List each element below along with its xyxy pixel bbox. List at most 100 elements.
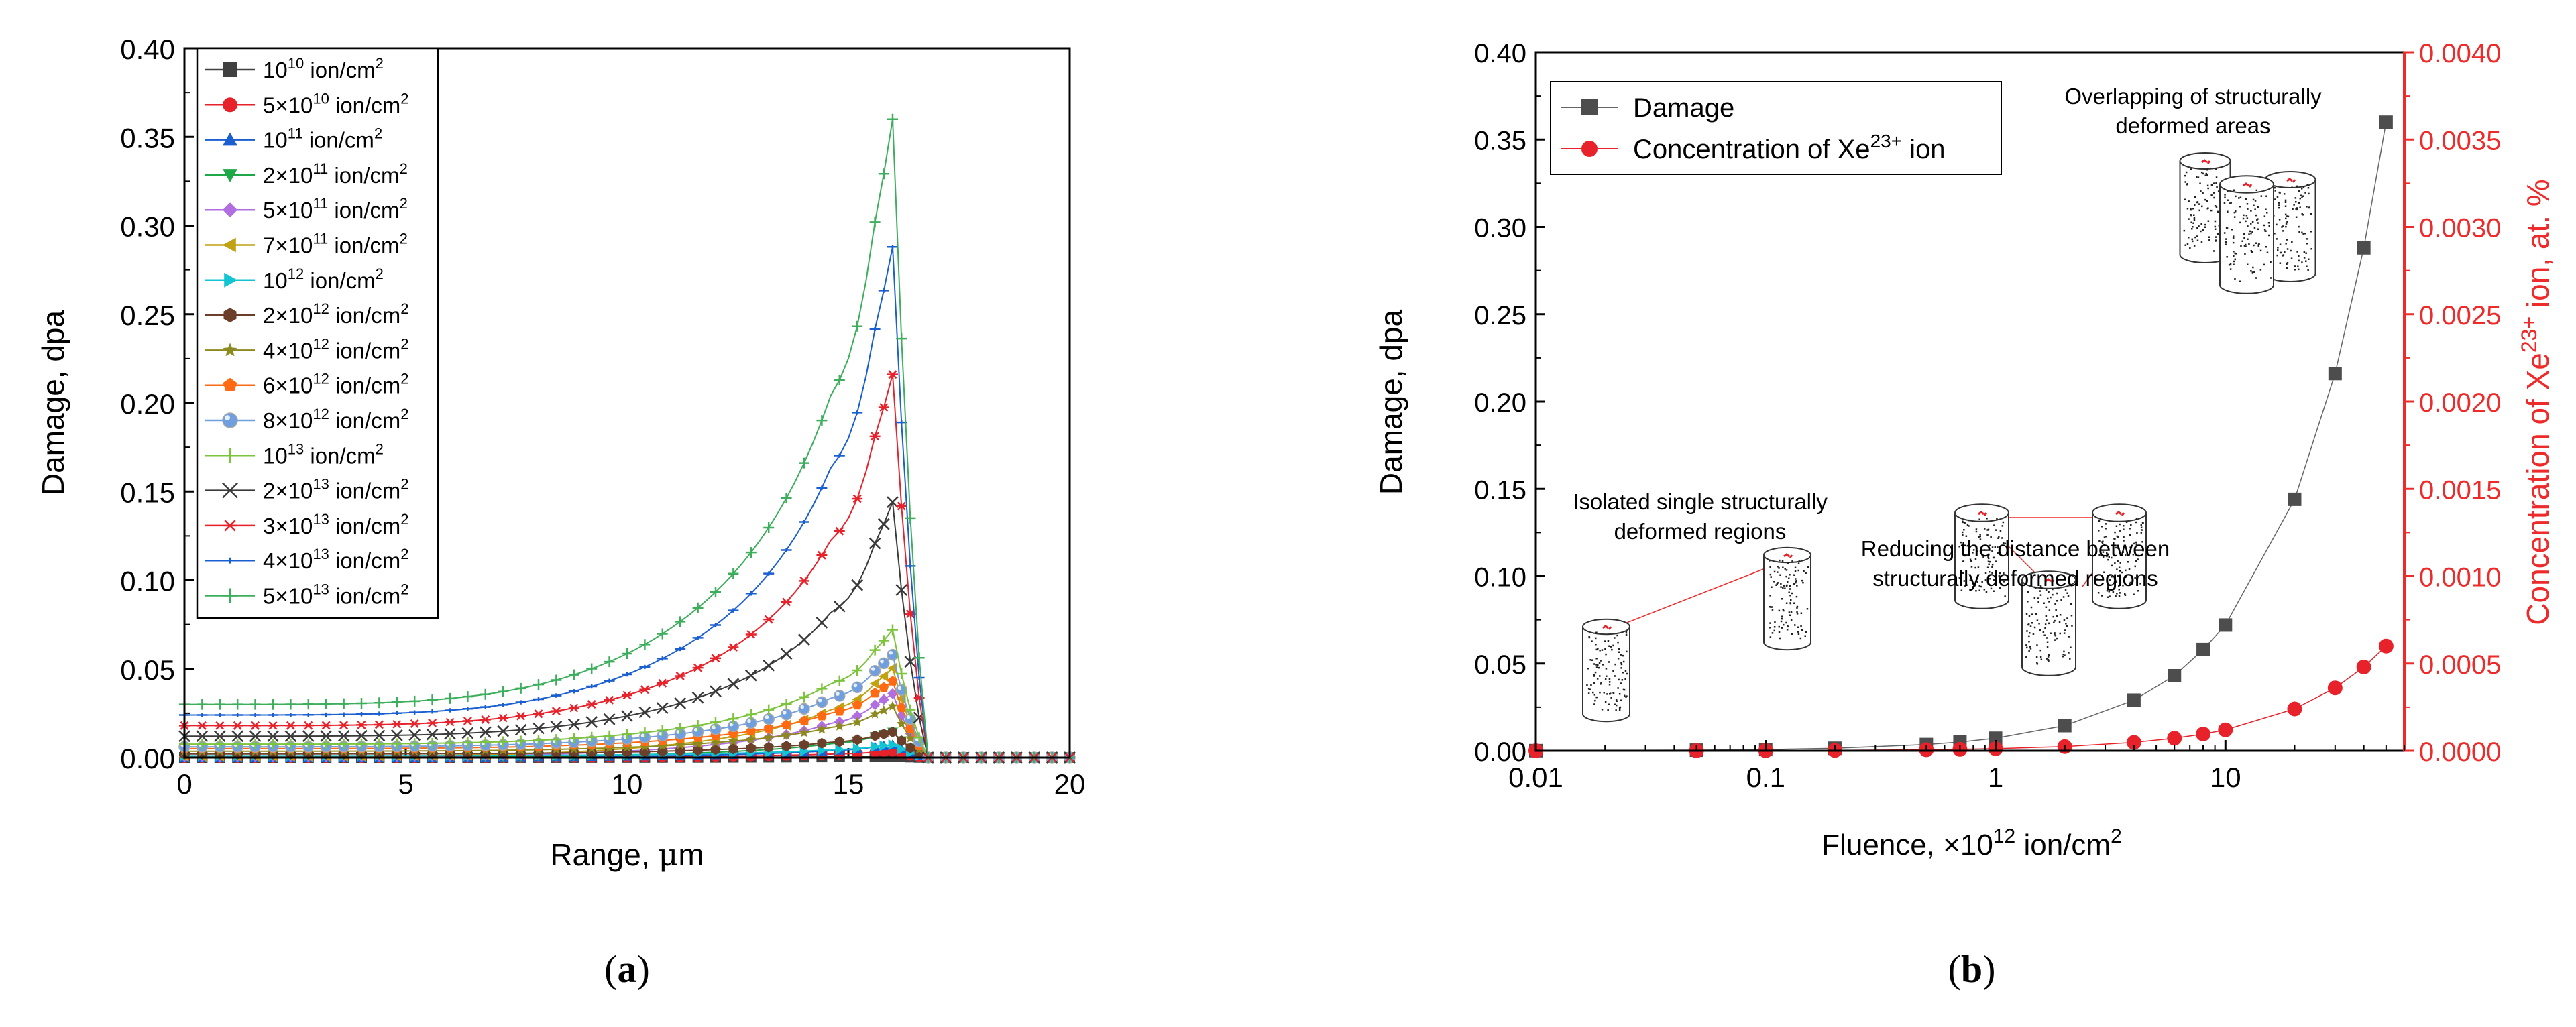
a-data-point xyxy=(852,320,863,332)
b-legend-marker xyxy=(1581,141,1598,157)
a-data-point xyxy=(568,733,579,744)
a-data-point-highlight xyxy=(765,715,769,719)
a-data-point-highlight xyxy=(606,736,610,741)
a-data-point xyxy=(462,737,473,748)
a-data-point xyxy=(657,740,668,751)
a-data-point-highlight xyxy=(880,659,884,664)
a-data-point xyxy=(692,663,704,672)
b-legend-label: Damage xyxy=(1633,93,1734,123)
a-data-point xyxy=(285,739,296,750)
a-data-point xyxy=(622,690,632,700)
a-data-point xyxy=(321,739,332,750)
a-legend-marker xyxy=(222,482,238,499)
a-data-point xyxy=(621,710,633,722)
a-data-point xyxy=(568,703,579,713)
a-data-point xyxy=(249,730,262,743)
a-legend-entry: 5×1010 ion/cm2 xyxy=(205,90,408,117)
a-data-point xyxy=(320,730,333,742)
b-data-point xyxy=(2127,693,2141,707)
b-y-tick-label: 0.20 xyxy=(1474,388,1526,418)
a-data-point xyxy=(799,576,809,585)
a-data-point xyxy=(816,415,828,426)
a-data-point xyxy=(878,168,889,180)
a-data-point xyxy=(878,657,890,670)
a-legend-entry: 3×1013 ion/cm2 xyxy=(205,511,408,538)
a-data-point xyxy=(710,587,721,598)
a-data-point xyxy=(197,739,208,750)
a-legend-entry: 5×1011 ion/cm2 xyxy=(205,195,408,223)
a-y-tick-label: 0.00 xyxy=(120,743,175,774)
a-data-point xyxy=(763,522,775,533)
b-data-point xyxy=(2126,735,2141,750)
a-data-point xyxy=(896,668,907,680)
a-data-point xyxy=(197,699,208,710)
a-data-point xyxy=(869,432,881,441)
a-data-point xyxy=(852,664,863,676)
a-data-point xyxy=(852,699,862,710)
a-data-point xyxy=(816,711,828,721)
ion-track-mark xyxy=(1602,625,1612,630)
a-data-point xyxy=(639,639,651,650)
a-data-point xyxy=(913,732,925,743)
a-data-point xyxy=(780,708,793,721)
a-data-point xyxy=(232,721,243,730)
a-data-point-highlight xyxy=(871,667,875,671)
a-data-point xyxy=(816,683,828,694)
b-y2-tick-label: 0.0005 xyxy=(2419,650,2501,680)
a-data-point xyxy=(302,699,314,710)
a-y-tick-label: 0.40 xyxy=(120,34,175,65)
a-x-tick-label: 5 xyxy=(398,768,413,800)
a-legend-marker xyxy=(223,97,237,113)
a-data-point xyxy=(895,584,908,596)
ion-track-mark xyxy=(2115,511,2125,516)
a-data-point xyxy=(533,679,544,690)
a-data-point xyxy=(268,721,278,730)
a-data-point xyxy=(887,676,898,686)
b-x-tick-label: 0.1 xyxy=(1746,762,1785,793)
deformed-region-cylinder-icon xyxy=(1954,503,2009,609)
a-data-point xyxy=(781,729,792,740)
a-data-point xyxy=(869,537,881,550)
a-data-point xyxy=(781,719,792,729)
a-data-point xyxy=(728,735,739,746)
connector-line xyxy=(1606,559,1788,631)
a-data-point xyxy=(373,729,386,742)
a-legend-label: 1011 ion/cm2 xyxy=(263,125,382,153)
a-data-point xyxy=(852,734,862,745)
a-legend-marker xyxy=(224,272,237,288)
a-data-point xyxy=(249,721,261,730)
a-data-point xyxy=(391,697,402,708)
a-data-point-highlight xyxy=(694,727,698,732)
b-y2-tick-label: 0.0000 xyxy=(2419,737,2501,767)
b-data-point xyxy=(2378,638,2394,654)
cylinder-body xyxy=(1583,627,1630,714)
a-data-point xyxy=(851,579,864,591)
a-data-point xyxy=(834,721,845,731)
a-legend-marker xyxy=(222,412,238,428)
a-data-point xyxy=(604,695,615,705)
a-legend-label: 8×1012 ion/cm2 xyxy=(263,406,408,433)
panel-a-y-axis-label: Damage, dpa xyxy=(36,310,70,495)
b-y2-tick-label: 0.0020 xyxy=(2419,388,2501,418)
a-legend-entry: 2×1013 ion/cm2 xyxy=(205,476,408,503)
a-data-point xyxy=(871,741,881,752)
b-data-point xyxy=(1989,731,2003,745)
a-data-point xyxy=(869,709,881,719)
a-data-point xyxy=(498,686,509,697)
ion-track-mark xyxy=(1978,511,1988,516)
b-annotation-text: Isolated single structurally xyxy=(1573,489,1828,514)
b-y-tick-label: 0.25 xyxy=(1474,301,1526,330)
a-data-point xyxy=(675,671,686,680)
a-data-point xyxy=(816,616,828,629)
a-data-point xyxy=(427,737,438,749)
b-data-point xyxy=(2219,618,2233,632)
a-data-point xyxy=(214,713,225,717)
a-data-point xyxy=(763,723,774,733)
a-data-point xyxy=(480,737,491,748)
a-data-point-highlight xyxy=(623,735,627,739)
a-data-point xyxy=(674,697,687,709)
a-data-point xyxy=(728,608,739,613)
cylinder-bottom xyxy=(1582,713,1630,723)
a-data-point xyxy=(408,729,421,741)
a-data-point xyxy=(656,702,669,715)
